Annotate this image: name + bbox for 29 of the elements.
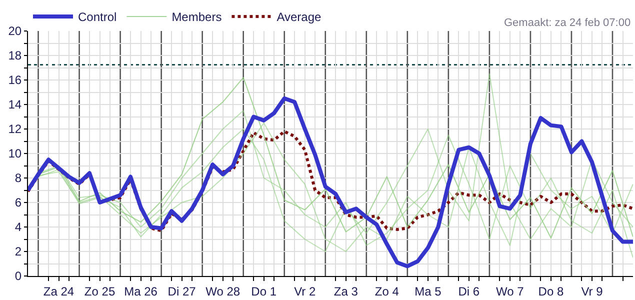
text: Gemaakt: za 24 feb 07:00: [504, 17, 631, 29]
legend-label: Average: [276, 10, 322, 24]
y-tick-label: 2: [14, 244, 22, 259]
x-tick-label: Do 1: [251, 284, 277, 298]
y-tick-label: 4: [14, 220, 22, 234]
y-tick-label: 12: [8, 122, 22, 136]
y-tick-label: 16: [8, 73, 22, 88]
y-tick-label: 10: [8, 146, 22, 161]
y-tick-label: 20: [8, 24, 22, 38]
x-tick-label: Di 6: [458, 284, 480, 298]
x-tick-label: Vr 9: [581, 284, 604, 298]
legend-label: Control: [78, 10, 117, 24]
x-tick-label: Za 3: [334, 284, 358, 298]
x-tick-label: Zo 25: [84, 284, 116, 298]
x-tick-label: Zo 4: [374, 284, 400, 298]
y-tick-label: 14: [8, 98, 22, 112]
x-tick-label: Ma 26: [124, 284, 158, 298]
x-tick-label: Vr 2: [294, 284, 316, 298]
y-tick-label: 0: [14, 269, 22, 284]
x-tick-label: Di 27: [168, 284, 196, 298]
x-tick-label: Do 8: [538, 284, 564, 298]
legend-label: Members: [172, 10, 222, 24]
x-tick-label: Wo 28: [206, 284, 240, 298]
x-tick-label: Wo 7: [496, 284, 524, 298]
x-tick-label: Ma 5: [414, 284, 442, 298]
x-tick-label: Za 24: [43, 284, 74, 298]
y-tick-label: 6: [14, 196, 22, 210]
y-tick-label: 8: [14, 171, 22, 186]
y-tick-label: 18: [8, 48, 22, 63]
